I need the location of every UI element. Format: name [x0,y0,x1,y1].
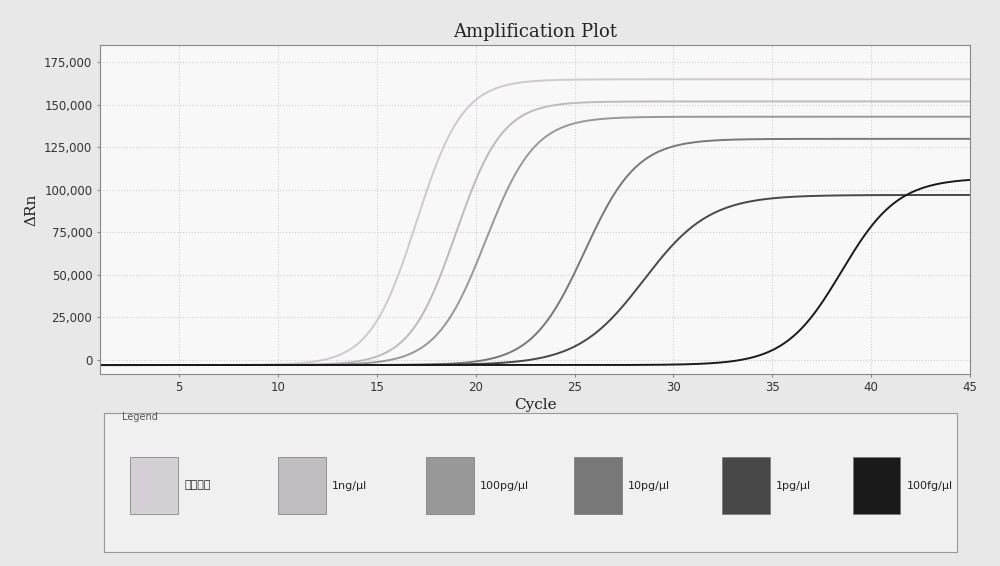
FancyBboxPatch shape [104,413,957,552]
FancyBboxPatch shape [278,457,326,514]
Text: 1ng/μl: 1ng/μl [332,481,368,491]
Title: Amplification Plot: Amplification Plot [453,23,617,41]
FancyBboxPatch shape [426,457,474,514]
FancyBboxPatch shape [130,457,178,514]
Text: 100fg/μl: 100fg/μl [906,481,953,491]
FancyBboxPatch shape [722,457,770,514]
Text: 10pg/μl: 10pg/μl [628,481,670,491]
X-axis label: Cycle: Cycle [514,398,556,413]
FancyBboxPatch shape [853,457,900,514]
Text: 阴性对照: 阴性对照 [184,481,211,491]
Text: 1pg/μl: 1pg/μl [776,481,811,491]
FancyBboxPatch shape [574,457,622,514]
Y-axis label: ΔRn: ΔRn [25,193,39,226]
Text: 100pg/μl: 100pg/μl [480,481,529,491]
Text: Legend: Legend [122,412,158,422]
